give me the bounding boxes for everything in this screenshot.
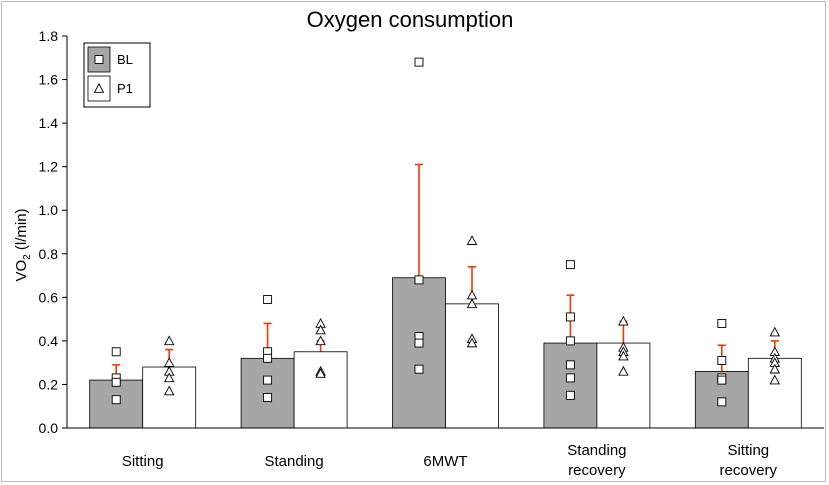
bl-bar bbox=[543, 342, 598, 429]
bl-bar bbox=[392, 277, 446, 429]
p1-bar bbox=[445, 303, 499, 429]
x-category-label: recovery bbox=[568, 462, 626, 479]
bl-data-point bbox=[414, 338, 424, 348]
y-axis-label: VO2 (l/min) bbox=[13, 208, 33, 281]
p1-bar bbox=[293, 351, 348, 429]
bl-data-point bbox=[414, 364, 424, 374]
y-tick-label: 0.0 bbox=[39, 420, 59, 436]
bl-data-point bbox=[717, 319, 727, 328]
bl-data-point bbox=[565, 312, 575, 322]
bl-data-point bbox=[263, 375, 273, 385]
bl-data-point bbox=[263, 295, 273, 304]
p1-data-point bbox=[163, 385, 175, 396]
bl-data-point bbox=[565, 260, 575, 270]
y-tick-label: 0.6 bbox=[39, 289, 59, 305]
p1-data-point bbox=[466, 235, 478, 245]
bl-data-point bbox=[111, 395, 121, 405]
p1-data-point bbox=[315, 335, 326, 346]
p1-data-point bbox=[769, 374, 781, 385]
bl-data-point bbox=[565, 360, 575, 370]
y-tick-label: 1.4 bbox=[39, 115, 59, 131]
y-tick-label: 1.2 bbox=[39, 159, 59, 175]
bl-data-point bbox=[565, 373, 575, 383]
x-category-label: Standing bbox=[567, 442, 626, 459]
x-category-label: recovery bbox=[720, 462, 778, 479]
bl-data-point bbox=[111, 347, 121, 357]
p1-data-point bbox=[769, 363, 781, 374]
legend-square-marker bbox=[94, 55, 104, 64]
p1-data-point bbox=[163, 357, 175, 367]
y-tick-label: 0.8 bbox=[39, 246, 59, 262]
p1-data-point bbox=[163, 335, 175, 346]
bl-data-point bbox=[565, 390, 575, 400]
x-category-label: Sitting bbox=[122, 453, 164, 470]
p1-data-point bbox=[315, 324, 326, 335]
legend-label-p1: P1 bbox=[117, 81, 133, 96]
p1-data-point bbox=[163, 372, 175, 383]
bl-data-point bbox=[565, 336, 575, 346]
p1-data-point bbox=[466, 337, 478, 348]
x-category-label: 6MWT bbox=[423, 453, 467, 470]
p1-data-point bbox=[466, 298, 478, 309]
bl-data-point bbox=[414, 275, 424, 285]
y-axis-label-unit: (l/min) bbox=[13, 208, 30, 254]
p1-data-point bbox=[315, 368, 326, 378]
y-tick-label: 0.2 bbox=[39, 376, 59, 392]
bl-data-point bbox=[717, 375, 727, 385]
p1-data-point bbox=[769, 326, 781, 337]
p1-data-point bbox=[618, 350, 629, 361]
chart-title: Oxygen consumption bbox=[307, 7, 514, 32]
bl-data-point bbox=[263, 393, 273, 402]
y-axis-label-main: VO bbox=[13, 260, 30, 282]
x-category-label: Sitting bbox=[727, 442, 769, 459]
bl-data-point bbox=[717, 356, 727, 365]
y-tick-label: 0.4 bbox=[39, 333, 59, 349]
y-tick-label: 1.0 bbox=[39, 202, 59, 218]
p1-data-point bbox=[618, 365, 629, 376]
bl-data-point bbox=[414, 57, 424, 67]
legend: BL P1 bbox=[83, 42, 151, 108]
legend-triangle-marker bbox=[93, 83, 105, 93]
p1-data-point bbox=[618, 315, 629, 326]
y-tick-label: 1.8 bbox=[39, 28, 59, 44]
plot-area: 0.0 0.2 0.4 0.6 0.8 1.0 1.2 1.4 1.6 1.8 Sitting Sta… bbox=[39, 28, 824, 479]
bl-data-point bbox=[263, 353, 273, 363]
legend-label-bl: BL bbox=[117, 52, 133, 67]
y-tick-label: 1.6 bbox=[39, 72, 59, 88]
p1-data-point bbox=[466, 289, 478, 300]
x-category-label: Standing bbox=[264, 453, 323, 470]
bl-data-point bbox=[111, 377, 121, 387]
y-axis-label-subscript: 2 bbox=[22, 254, 33, 260]
bl-data-point bbox=[717, 397, 727, 407]
